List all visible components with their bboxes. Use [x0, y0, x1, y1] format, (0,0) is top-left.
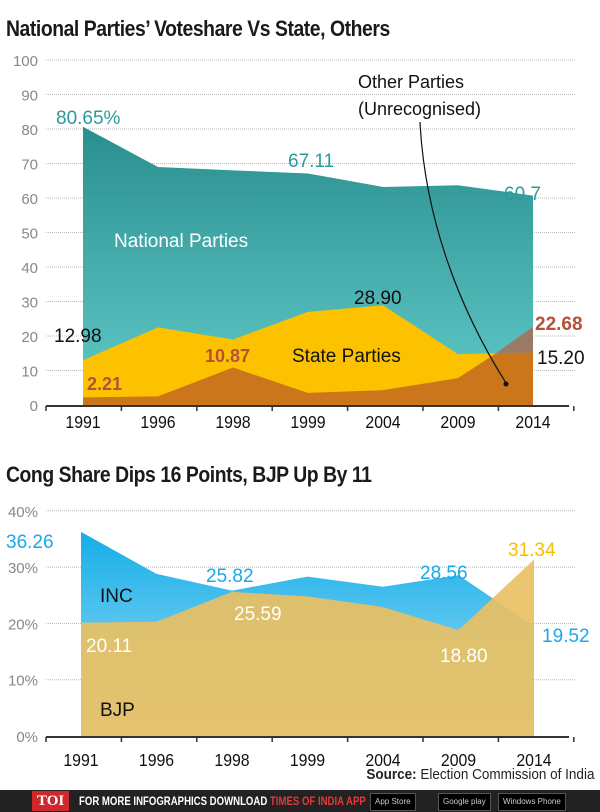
- label-other-1998: 10.87: [205, 346, 250, 366]
- footer-bar: TOI FOR MORE INFOGRAPHICS DOWNLOAD TIMES…: [0, 790, 600, 812]
- state-parties-area: [83, 305, 533, 405]
- label-bjp-1991: 20.11: [86, 636, 132, 657]
- label-inc-1991: 36.26: [6, 532, 54, 553]
- label-bjp-2009: 18.80: [440, 646, 488, 667]
- label-bjp-2014: 31.34: [508, 540, 556, 561]
- other-parties-label-line1: Other Parties: [358, 72, 464, 92]
- top-chart-ytick: 50: [21, 226, 38, 243]
- footer-promo[interactable]: FOR MORE INFOGRAPHICS DOWNLOAD TIMES OF …: [79, 794, 366, 808]
- bottom-chart-xlabel: 1991: [63, 750, 98, 770]
- toi-logo[interactable]: TOI: [32, 791, 70, 811]
- source-label: Source:: [365, 766, 417, 783]
- label-other-1991: 2.21: [87, 374, 122, 394]
- label-bjp-1998: 25.59: [234, 604, 282, 625]
- top-chart-ytick: 30: [21, 295, 38, 312]
- bottom-chart-ytick: 40%: [8, 504, 38, 521]
- top-chart-ytick: 20: [21, 329, 38, 346]
- charts-svg: 0 10 20 30 40 50 60 70 80 90 100 1991 1996 1998 1999 20…: [6, 53, 590, 770]
- windows-phone-badge[interactable]: Windows Phone: [498, 793, 566, 811]
- label-state-2004: 28.90: [354, 288, 402, 309]
- google-play-badge[interactable]: Google play: [438, 793, 491, 811]
- top-chart-xlabel: 1998: [215, 412, 250, 432]
- top-chart-xlabel: 1996: [140, 412, 175, 432]
- label-national-1999: 67.11: [288, 151, 334, 172]
- bottom-chart-ytick: 30%: [8, 560, 38, 577]
- label-national-1991: 80.65%: [56, 108, 121, 129]
- bottom-chart-xlabel: 1999: [290, 750, 325, 770]
- state-parties-label: State Parties: [292, 346, 401, 367]
- bottom-chart-xlabel: 1996: [139, 750, 174, 770]
- top-chart-ytick: 0: [30, 398, 38, 415]
- top-chart-xlabel: 2014: [515, 412, 550, 432]
- top-chart-ytick: 10: [21, 364, 38, 381]
- top-chart-xlabel: 1999: [290, 412, 325, 432]
- app-store-badge[interactable]: App Store: [370, 793, 416, 811]
- top-chart-xlabel: 1991: [65, 412, 100, 432]
- top-chart-ytick: 60: [21, 191, 38, 208]
- top-chart-xlabel: 2009: [440, 412, 475, 432]
- bottom-chart-xlabel: 1998: [214, 750, 249, 770]
- label-inc-1998: 25.82: [206, 566, 254, 587]
- top-chart-xlabel: 2004: [365, 412, 400, 432]
- bottom-chart-ytick: 20%: [8, 616, 38, 633]
- top-chart-ytick: 100: [13, 53, 38, 70]
- source-note: Source: Election Commission of India: [366, 766, 594, 783]
- top-chart-title: National Parties’ Voteshare Vs State, Ot…: [6, 16, 390, 41]
- other-parties-area: [83, 352, 533, 405]
- bottom-chart-xlabel: 2004: [365, 750, 400, 770]
- label-state-2014: 22.68: [535, 314, 583, 335]
- footer-app-name: TIMES OF INDIA APP: [270, 794, 367, 808]
- other-parties-pointer: [419, 121, 507, 384]
- bottom-chart-xlabel: 2014: [516, 750, 551, 770]
- footer-text: FOR MORE INFOGRAPHICS DOWNLOAD: [79, 794, 268, 808]
- other-parties-label-line2: (Unrecognised): [358, 99, 481, 119]
- state-parties-2014-area: [496, 326, 533, 354]
- bjp-label: BJP: [100, 700, 135, 721]
- top-chart-ytick: 90: [21, 88, 38, 105]
- label-inc-2009: 28.56: [420, 563, 468, 584]
- bjp-area: [81, 559, 534, 736]
- bottom-chart-title: Cong Share Dips 16 Points, BJP Up By 11: [6, 462, 372, 487]
- bottom-chart-xlabel: 2009: [441, 750, 476, 770]
- top-chart-ytick: 40: [21, 260, 38, 277]
- top-chart-ytick: 70: [21, 157, 38, 174]
- bottom-chart-ytick: 10%: [8, 673, 38, 690]
- label-inc-2014: 19.52: [542, 626, 590, 647]
- label-national-2014: 60.7: [504, 184, 541, 205]
- inc-label: INC: [100, 586, 133, 607]
- bottom-chart-ytick: 0%: [16, 729, 38, 746]
- label-other-2014: 15.20: [537, 348, 585, 369]
- source-text: Election Commission of India: [419, 766, 594, 783]
- national-parties-label: National Parties: [114, 231, 248, 252]
- top-chart-ytick: 80: [21, 122, 38, 139]
- pointer-dot: [503, 381, 509, 387]
- label-state-1991: 12.98: [54, 326, 102, 347]
